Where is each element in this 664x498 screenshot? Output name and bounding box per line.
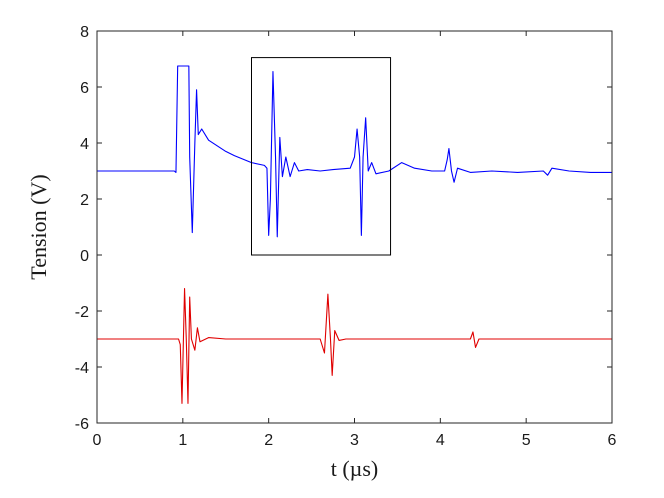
x-axis-title: t (µs) — [331, 456, 379, 481]
x-tick-label: 3 — [350, 432, 359, 449]
y-axis-title: Tension (V) — [26, 174, 51, 279]
y-tick-label: 4 — [80, 136, 89, 153]
plot-area — [97, 31, 612, 423]
y-tick-label: -6 — [75, 416, 89, 433]
y-tick-label: 0 — [80, 248, 89, 265]
series-line-1 — [97, 65, 612, 238]
x-tick-label: 4 — [436, 432, 445, 449]
series-line-2 — [97, 288, 612, 404]
x-tick-label: 5 — [522, 432, 531, 449]
y-tick-label: 6 — [80, 80, 89, 97]
x-tick-label: 0 — [93, 432, 102, 449]
annotation-box-1 — [251, 57, 392, 256]
x-tick-label: 1 — [178, 432, 187, 449]
x-tick-label: 2 — [264, 432, 273, 449]
y-tick-label: 2 — [80, 192, 89, 209]
y-tick-label: -2 — [75, 304, 89, 321]
x-tick-label: 6 — [608, 432, 617, 449]
y-tick-label: -4 — [75, 360, 89, 377]
y-tick-label: 8 — [80, 24, 89, 41]
